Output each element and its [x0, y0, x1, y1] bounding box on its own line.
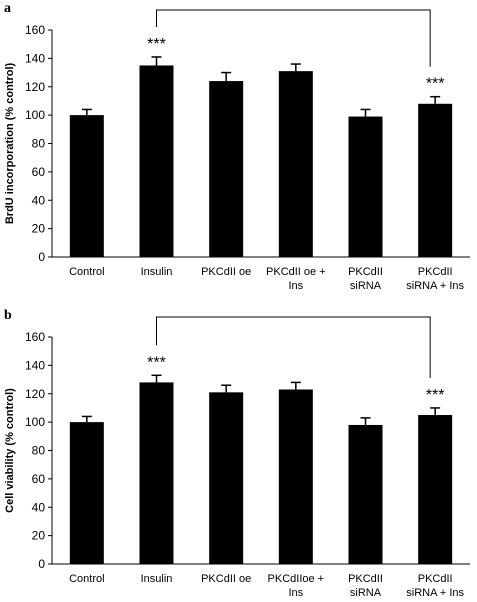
y-axis-label: BrdU incorporation (% control)	[4, 63, 16, 225]
x-tick-label: PKCdII siRNA + Ins	[406, 266, 464, 292]
annotation: ***	[147, 36, 166, 53]
y-tick-label: 120	[25, 387, 45, 401]
bar	[139, 382, 174, 564]
bar	[139, 65, 174, 257]
x-tick-label: Control	[69, 573, 104, 585]
x-tick-label: Insulin	[141, 573, 173, 585]
y-tick-label: 120	[25, 80, 45, 94]
y-tick-label: 140	[25, 358, 45, 372]
bar	[348, 116, 383, 257]
y-tick-label: 140	[25, 51, 45, 65]
bar	[278, 389, 313, 564]
x-tick-label: Insulin	[141, 266, 173, 278]
annotation: ***	[426, 76, 445, 93]
x-tick-label: PKCdII siRNA	[348, 573, 383, 599]
x-tick-label: PKCdII siRNA	[348, 266, 383, 292]
y-tick-label: 60	[32, 472, 46, 486]
bar	[348, 424, 383, 564]
y-tick-label: 40	[32, 193, 46, 207]
bar	[209, 81, 244, 257]
annotation: ***	[147, 354, 166, 371]
bracket	[156, 9, 431, 67]
y-tick-label: 100	[25, 415, 45, 429]
y-tick-label: 20	[32, 529, 46, 543]
y-tick-label: 40	[32, 500, 46, 514]
y-tick-label: 160	[25, 23, 45, 37]
y-tick-label: 160	[25, 330, 45, 344]
panel-label: a	[4, 1, 11, 16]
y-tick-label: 80	[32, 137, 46, 151]
bar	[278, 71, 313, 257]
bar	[69, 115, 104, 257]
y-axis-label: Cell viability (% control)	[4, 388, 16, 513]
y-tick-label: 20	[32, 222, 46, 236]
x-tick-label: PKCdIIoe + Ins	[268, 573, 325, 599]
bar	[418, 415, 453, 564]
x-tick-label: PKCdII oe	[201, 573, 251, 585]
annotation: ***	[426, 387, 445, 404]
y-tick-label: 100	[25, 108, 45, 122]
y-tick-label: 0	[38, 250, 45, 264]
bracket	[156, 316, 431, 378]
y-tick-label: 60	[32, 165, 46, 179]
x-tick-label: Control	[69, 266, 104, 278]
bar	[418, 103, 453, 258]
y-tick-label: 80	[32, 444, 46, 458]
bar	[209, 392, 244, 564]
y-tick-label: 0	[38, 557, 45, 571]
x-tick-label: PKCdII oe + Ins	[266, 266, 326, 292]
panel-label: b	[4, 308, 12, 323]
x-tick-label: PKCdII oe	[201, 266, 251, 278]
x-tick-label: PKCdII siRNA + Ins	[406, 573, 464, 599]
bar	[69, 422, 104, 564]
